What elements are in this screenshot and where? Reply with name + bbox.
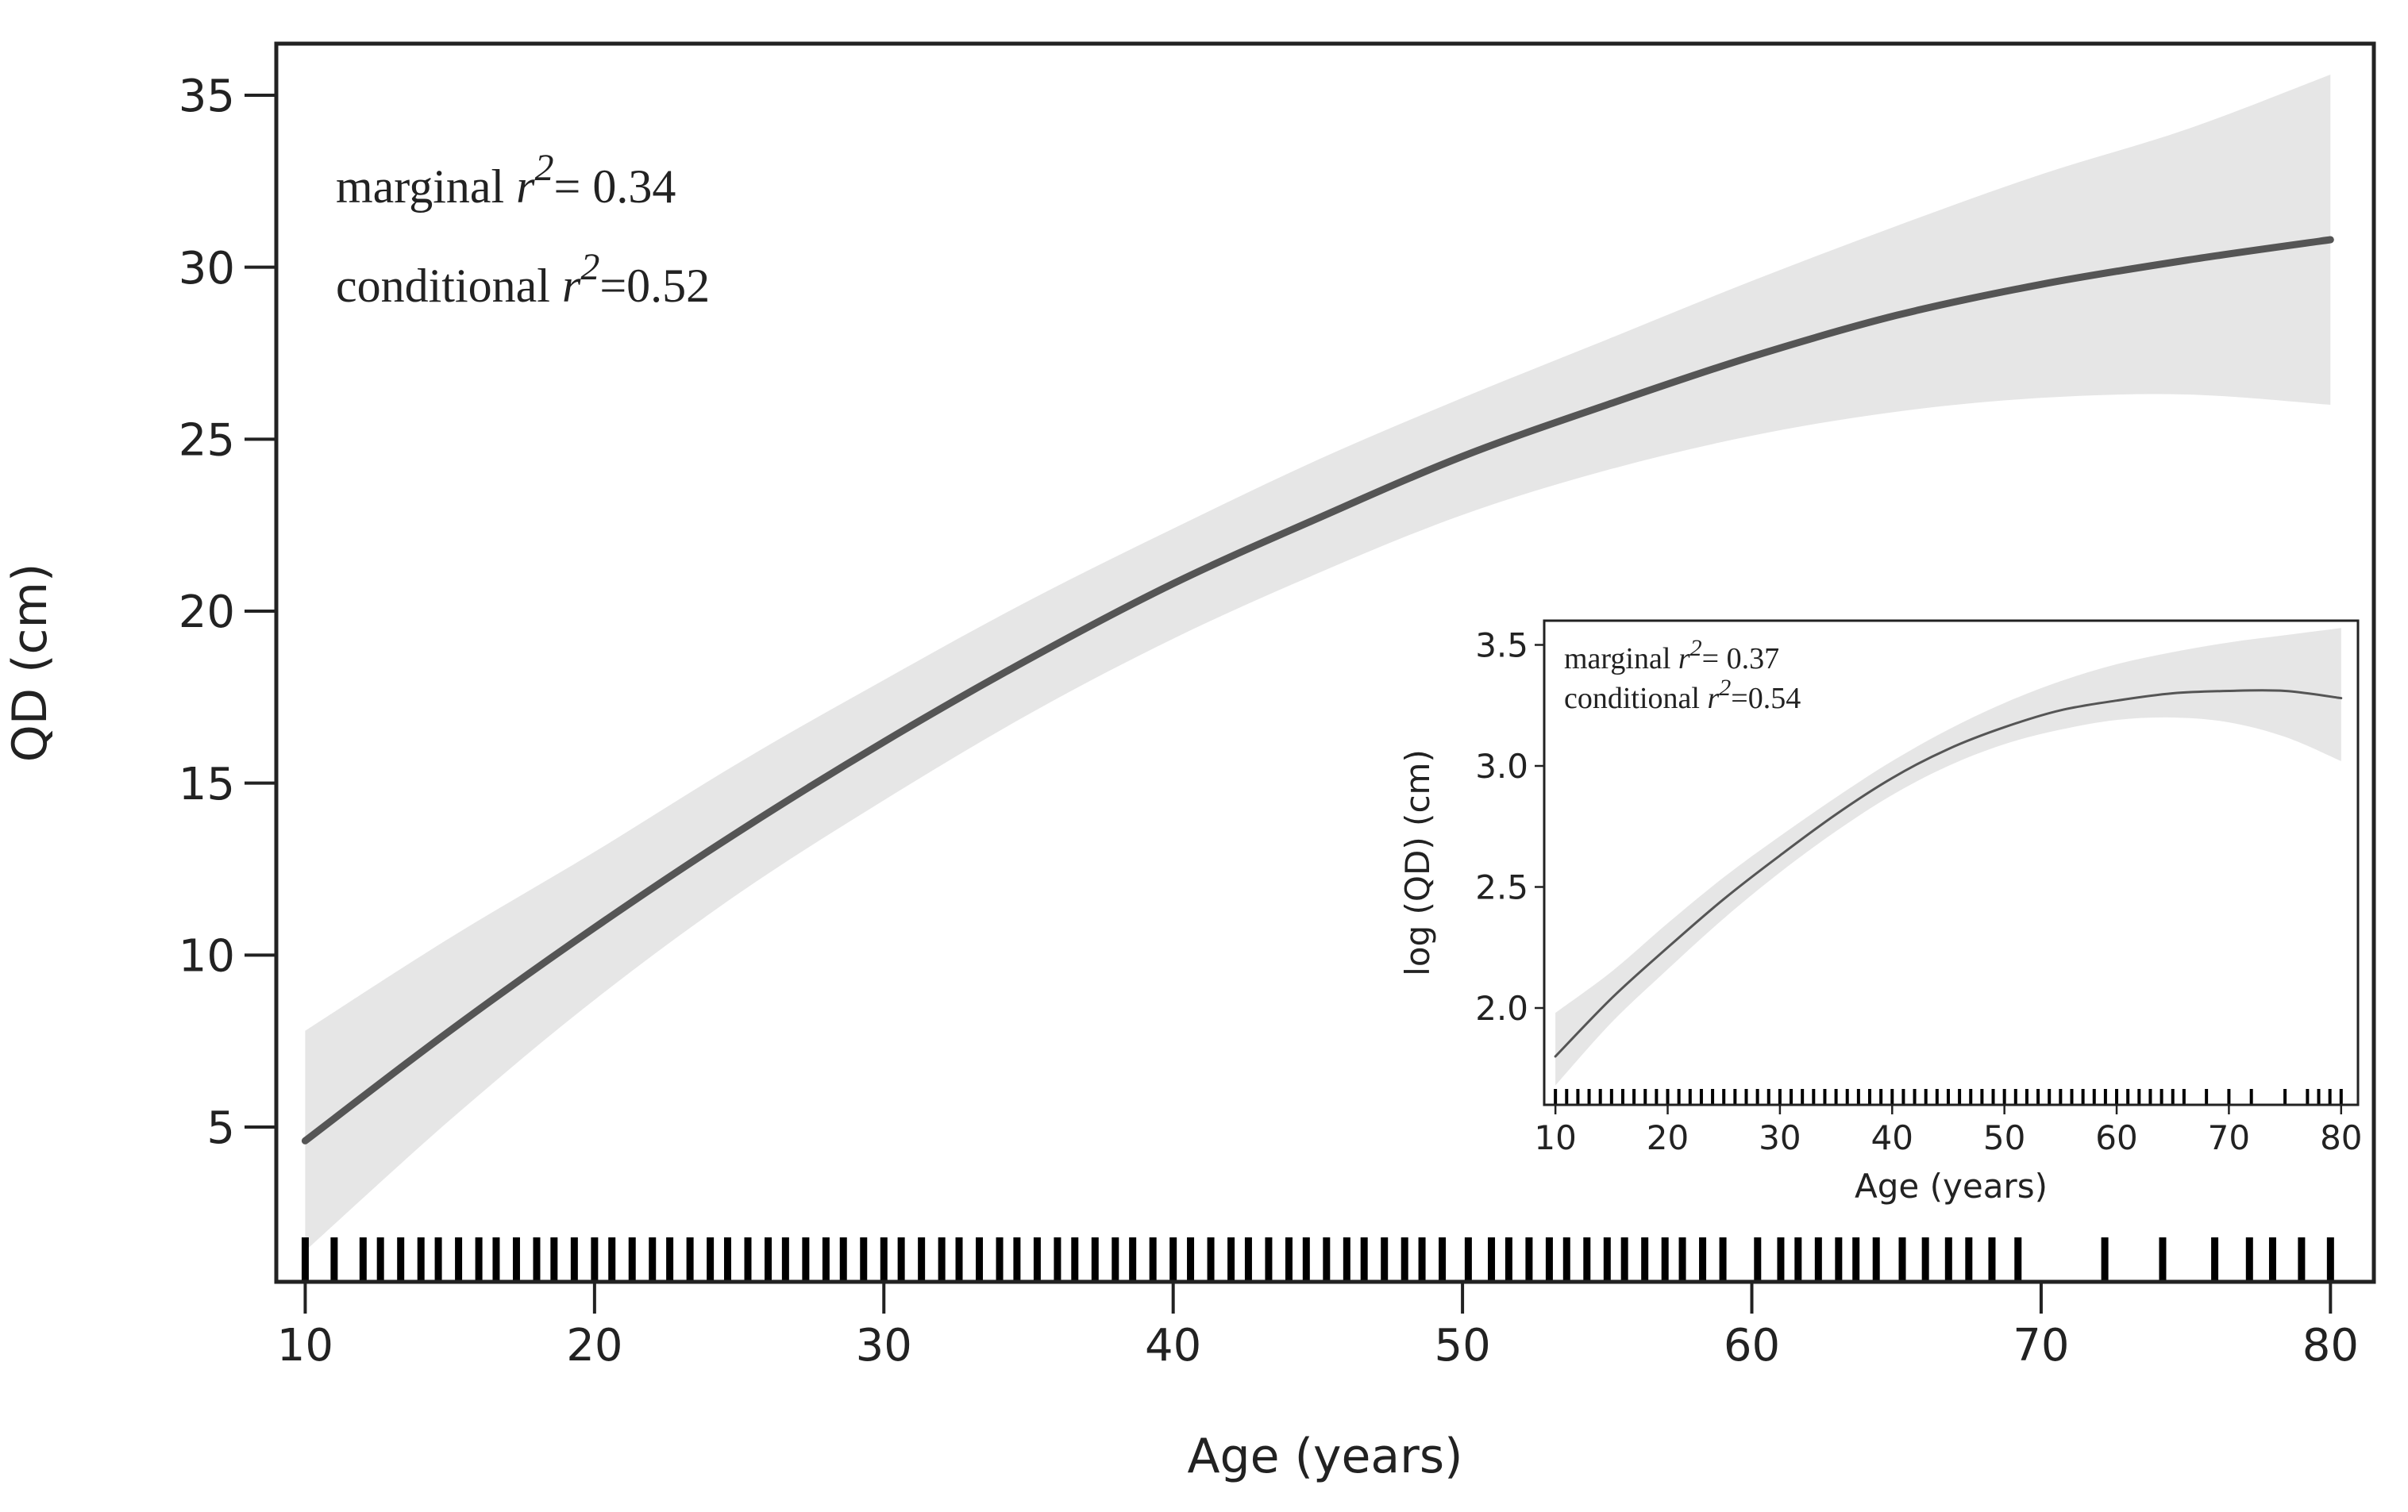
y-tick-label: 3.5: [1475, 626, 1528, 665]
plot-frame: [274, 41, 2376, 1284]
inset-plot-frame: [1543, 619, 2360, 1106]
x-tick-label: 70: [2013, 1320, 2069, 1372]
x-tick-label: 40: [1145, 1320, 1201, 1372]
inset-panel: 2.0 2.5 3.0 3.5 10 20 30 40 50 60 70 80 Age (years…: [1398, 619, 2363, 1206]
inset-conditional-r2-annotation: conditional r2=0.54: [1564, 675, 1801, 715]
rug-marks: [301, 1237, 2334, 1282]
x-tick-label: 10: [277, 1320, 333, 1372]
x-tick-label: 10: [1534, 1118, 1576, 1157]
marginal-r2-annotation: marginal r2= 0.34: [336, 147, 676, 213]
inset-rug-marks: [1554, 1089, 2343, 1105]
y-tick-label: 3.0: [1475, 747, 1528, 786]
y-tick-label: 10: [179, 930, 235, 982]
inset-confidence-band: [1555, 628, 2341, 1086]
inset-fit-line: [1554, 689, 2343, 1058]
x-tick-label: 20: [1647, 1118, 1689, 1157]
y-tick-label: 5: [206, 1102, 235, 1154]
x-tick-label: 50: [1434, 1320, 1490, 1372]
y-tick-label: 30: [179, 243, 235, 294]
y-tick-label: 25: [179, 414, 235, 466]
x-tick-label: 60: [1724, 1320, 1780, 1372]
x-tick-label: 40: [1871, 1118, 1913, 1157]
y-tick-label: 2.0: [1475, 989, 1528, 1028]
x-tick-label: 60: [2095, 1118, 2137, 1157]
main-panel: 5 10 15 20 25 30 35 10 20 30 40 50 60 70 80 Age (year…: [2, 41, 2376, 1484]
inset-x-axis-label: Age (years): [1855, 1167, 2048, 1206]
x-tick-label: 80: [2302, 1320, 2359, 1372]
x-tick-label: 80: [2320, 1118, 2362, 1157]
x-tick-label: 20: [566, 1320, 622, 1372]
x-axis-label: Age (years): [1187, 1429, 1462, 1484]
inset-x-axis: 10 20 30 40 50 60 70 80: [1534, 1105, 2363, 1157]
x-tick-label: 30: [856, 1320, 912, 1372]
fit-line: [301, 236, 2334, 1145]
y-tick-label: 20: [179, 587, 235, 638]
conditional-r2-annotation: conditional r2=0.52: [336, 246, 710, 312]
inset-y-axis-label: log (QD) (cm): [1398, 749, 1437, 976]
inset-marginal-r2-annotation: marginal r2= 0.37: [1564, 635, 1779, 675]
y-tick-label: 35: [179, 71, 235, 122]
y-axis-label: QD (cm): [2, 564, 58, 763]
x-tick-label: 70: [2208, 1118, 2250, 1157]
y-axis: 5 10 15 20 25 30 35: [179, 71, 276, 1154]
x-axis: 10 20 30 40 50 60 70 80: [277, 1282, 2359, 1372]
x-tick-label: 30: [1759, 1118, 1801, 1157]
confidence-band: [305, 75, 2331, 1251]
inset-y-axis: 2.0 2.5 3.0 3.5: [1475, 626, 1544, 1028]
y-tick-label: 2.5: [1475, 868, 1528, 907]
x-tick-label: 50: [1983, 1118, 2025, 1157]
y-tick-label: 15: [179, 759, 235, 810]
